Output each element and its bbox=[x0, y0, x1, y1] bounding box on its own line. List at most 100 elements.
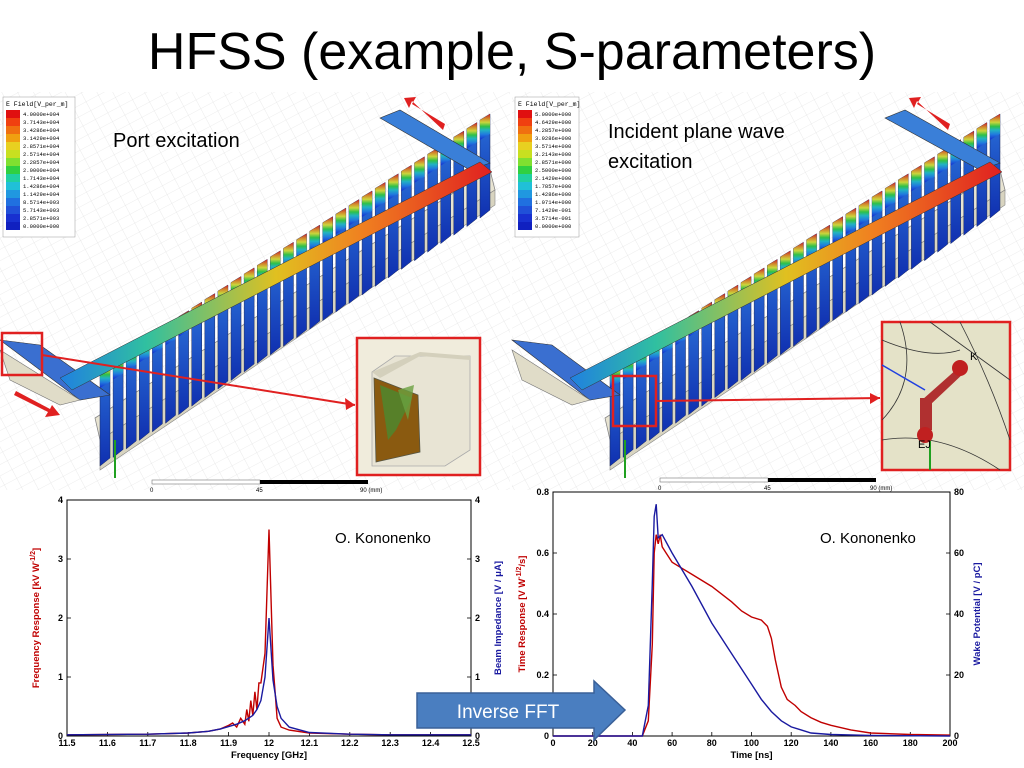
scale-left-45: 45 bbox=[256, 488, 263, 494]
inset-label-k: K bbox=[970, 351, 978, 363]
fin-hotspot bbox=[990, 114, 1000, 140]
legend-value: 3.2143e+000 bbox=[535, 151, 571, 158]
x-tick-label: 11.9 bbox=[220, 738, 237, 748]
y-tick-label-left: 3 bbox=[58, 554, 63, 564]
fin-hotspot bbox=[976, 122, 987, 149]
legend-swatch bbox=[6, 214, 20, 222]
legend-value: 7.1429e-001 bbox=[535, 207, 572, 214]
legend-swatch bbox=[518, 142, 532, 150]
y-tick-label-right: 2 bbox=[475, 613, 480, 623]
x-tick-label: 80 bbox=[707, 738, 717, 748]
y-tick-label-right: 4 bbox=[475, 495, 480, 505]
legend-value: 3.5714e+000 bbox=[535, 143, 571, 150]
fin-hotspot bbox=[375, 182, 386, 209]
callout-line-left bbox=[41, 354, 356, 406]
legend-value: 1.7143e+004 bbox=[23, 175, 60, 182]
inset-label-ej: EJ bbox=[918, 439, 931, 451]
x-tick-label: 0 bbox=[550, 738, 555, 748]
fin bbox=[388, 173, 399, 279]
scale-left-90: 90 (mm) bbox=[360, 488, 382, 494]
legend-swatch bbox=[6, 166, 20, 174]
series-line-0 bbox=[66, 529, 471, 736]
y-label-left-sup: -1/2 bbox=[30, 551, 37, 563]
x-axis-label: Time [ns] bbox=[730, 750, 772, 761]
legend-swatch bbox=[518, 110, 532, 118]
y-label-left-sup: -1/2 bbox=[516, 567, 523, 579]
y-label-left-main: Frequency Response [kV W bbox=[31, 563, 42, 688]
plot-area bbox=[552, 491, 951, 737]
legend-value: 4.6429e+000 bbox=[535, 119, 571, 126]
inverse-fft-arrow: Inverse FFT bbox=[416, 679, 627, 742]
x-tick-label: 12.4 bbox=[422, 738, 440, 748]
y-label-left-end: /s] bbox=[517, 556, 528, 567]
x-tick-label: 20 bbox=[588, 738, 598, 748]
fin-hotspot bbox=[309, 225, 320, 252]
y-tick-label-left: 0.2 bbox=[536, 670, 549, 680]
y-tick-label-left: 0 bbox=[58, 731, 63, 741]
legend-value: 5.7143e+003 bbox=[23, 207, 59, 214]
y-label-left-end: ] bbox=[31, 548, 42, 551]
legend-value: 5.0000e+000 bbox=[535, 111, 571, 118]
fin-hotspot bbox=[348, 199, 359, 226]
fin-hotspot bbox=[832, 216, 843, 243]
legend-swatch bbox=[518, 150, 532, 158]
x-tick-label: 12 bbox=[264, 738, 274, 748]
fin-hotspot bbox=[819, 225, 830, 252]
legend-swatch bbox=[6, 150, 20, 158]
series-line-1 bbox=[66, 617, 471, 736]
y-tick-label-left: 2 bbox=[58, 613, 63, 623]
fin-hotspot bbox=[872, 190, 883, 217]
y-tick-label-left: 0.4 bbox=[536, 609, 549, 619]
x-tick-label: 140 bbox=[823, 738, 838, 748]
legend-swatch bbox=[518, 198, 532, 206]
series-line-1 bbox=[553, 504, 951, 737]
caption-port-excitation: Port excitation bbox=[113, 130, 240, 152]
legend-swatch bbox=[518, 206, 532, 214]
x-tick-label: 12.2 bbox=[341, 738, 359, 748]
fin-hotspot bbox=[937, 148, 948, 175]
legend-value: 2.1429e+000 bbox=[535, 175, 571, 182]
legend-value: 3.5714e-001 bbox=[535, 215, 572, 222]
wave-inset bbox=[880, 320, 1012, 472]
y-tick-label-left: 0.8 bbox=[536, 487, 549, 497]
y-tick-label-left: 4 bbox=[58, 495, 63, 505]
legend-value: 0.0000e+000 bbox=[23, 223, 59, 230]
y-tick-label-left: 1 bbox=[58, 672, 63, 682]
legend-right: E Field[V_per_m] 5.0000e+0004.6429e+0004… bbox=[514, 96, 580, 238]
inverse-fft-label: Inverse FFT bbox=[457, 702, 560, 723]
legend-swatch bbox=[6, 206, 20, 214]
legend-swatch bbox=[518, 166, 532, 174]
legend-value: 1.4286e+004 bbox=[23, 183, 60, 190]
legend-swatch bbox=[6, 118, 20, 126]
scale-right-90: 90 (mm) bbox=[870, 486, 892, 492]
y-tick-label-right: 1 bbox=[475, 672, 480, 682]
legend-swatch bbox=[518, 118, 532, 126]
y-tick-label-left: 0 bbox=[544, 731, 549, 741]
fin-hotspot bbox=[466, 122, 477, 149]
y-tick-label-right: 3 bbox=[475, 554, 480, 564]
legend-swatch bbox=[6, 142, 20, 150]
fin-hotspot bbox=[898, 173, 909, 200]
y-tick-label-right: 0 bbox=[475, 731, 480, 741]
x-tick-label: 160 bbox=[863, 738, 878, 748]
legend-swatch bbox=[6, 182, 20, 190]
legend-swatch bbox=[518, 134, 532, 142]
x-tick-label: 12.5 bbox=[462, 738, 480, 748]
x-tick-label: 120 bbox=[784, 738, 799, 748]
left-field-render: E Field[V_per_m] 4.0000e+0043.7143e+0043… bbox=[0, 92, 510, 494]
x-tick-label: 100 bbox=[744, 738, 759, 748]
y-tick-label-right: 20 bbox=[954, 670, 964, 680]
legend-swatch bbox=[518, 190, 532, 198]
fin-hotspot bbox=[401, 165, 412, 192]
fin-hotspot bbox=[388, 173, 399, 200]
series-line-0 bbox=[553, 534, 951, 737]
legend-swatch bbox=[6, 110, 20, 118]
y-tick-label-right: 40 bbox=[954, 609, 964, 619]
direction-arrow-top-left bbox=[404, 97, 445, 130]
x-tick-label: 11.7 bbox=[139, 738, 156, 748]
legend-value: 1.4286e+000 bbox=[535, 191, 571, 198]
fin bbox=[361, 190, 373, 296]
legend-swatch bbox=[6, 198, 20, 206]
fin-hotspot bbox=[335, 208, 346, 235]
fin-hotspot bbox=[427, 148, 438, 175]
